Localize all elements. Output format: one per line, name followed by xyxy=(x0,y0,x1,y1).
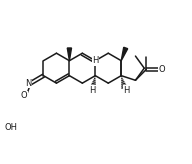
Text: OH: OH xyxy=(5,123,18,132)
Text: H: H xyxy=(89,85,95,94)
Text: N: N xyxy=(25,79,32,88)
Text: H: H xyxy=(92,56,98,65)
Polygon shape xyxy=(121,47,128,61)
Text: O: O xyxy=(21,91,27,100)
Text: O: O xyxy=(158,65,165,74)
Text: H: H xyxy=(123,85,129,94)
Polygon shape xyxy=(67,48,71,61)
